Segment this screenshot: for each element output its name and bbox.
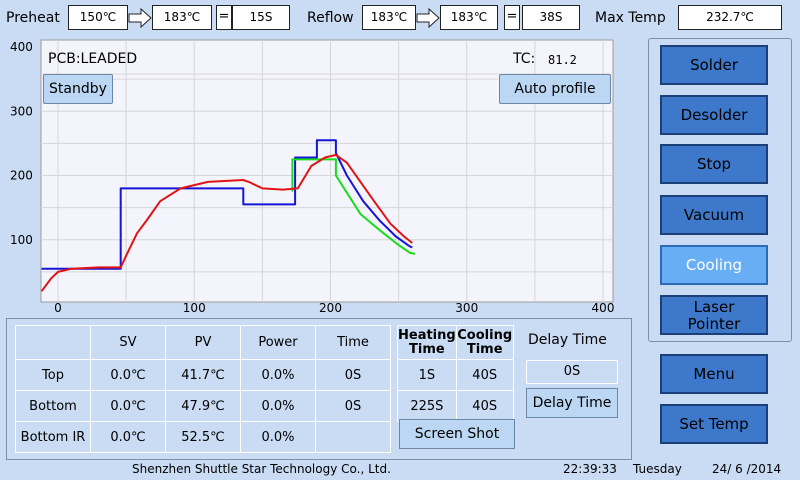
y-tick-label: 300 <box>10 104 33 118</box>
y-tick-label: 400 <box>10 40 33 54</box>
y-tick-label: 200 <box>10 169 33 183</box>
top-cooling-time: 40S <box>455 359 514 391</box>
laser-pointer-label-line1: Laser <box>693 298 735 316</box>
vacuum-button[interactable]: Vacuum <box>660 195 768 235</box>
stop-button[interactable]: Stop <box>660 144 768 184</box>
arrow-right-icon <box>128 7 152 29</box>
reflow-end-temp: 183℃ <box>440 5 498 30</box>
reflow-time: 38S <box>522 5 580 30</box>
x-tick-label: 300 <box>455 301 478 315</box>
footer-bar: Shenzhen Shuttle Star Technology Co., Lt… <box>0 458 800 480</box>
bottom-heating-time: 225S <box>397 390 457 422</box>
cooling-header-line2: Time <box>466 341 503 357</box>
delay-time-button[interactable]: Delay Time <box>526 388 618 418</box>
delay-time-value: 0S <box>526 360 618 384</box>
column-header-pv: PV <box>165 325 241 360</box>
blue-temperature-line <box>41 139 413 270</box>
temperature-chart: 100 200 300 400 0 100 200 300 400 PCB:LEADED TC:… <box>0 38 640 316</box>
red-temperature-line <box>40 153 413 292</box>
arrow-right-icon <box>416 7 440 29</box>
table-row: Bottom 0.0℃ 47.9℃ 0.0% 0S <box>15 390 391 422</box>
x-tick-label: 400 <box>592 301 615 315</box>
column-header-time: Time <box>315 325 391 360</box>
heating-time-header: Heating Time <box>397 325 457 360</box>
top-heating-time: 1S <box>397 359 457 391</box>
table-row: Top 0.0℃ 41.7℃ 0.0% 0S <box>15 359 391 391</box>
y-tick-label: 100 <box>10 233 33 247</box>
x-tick-label: 100 <box>183 301 206 315</box>
x-tick-label: 200 <box>319 301 342 315</box>
standby-button[interactable]: Standby <box>43 74 113 104</box>
cooling-header-line1: Cooling <box>457 327 513 343</box>
row-label-bottom-ir: Bottom IR <box>15 421 91 453</box>
weekday: Tuesday <box>633 462 682 476</box>
bottom-ir-sv: 0.0℃ <box>90 421 166 453</box>
set-temp-button[interactable]: Set Temp <box>660 404 768 444</box>
table-row: 1S 40S <box>397 359 514 391</box>
bottom-pv: 47.9℃ <box>165 390 241 422</box>
bottom-time: 0S <box>315 390 391 422</box>
column-header-power: Power <box>240 325 316 360</box>
date: 24/ 6 /2014 <box>712 462 782 476</box>
tc-label: TC: <box>513 51 536 67</box>
table-row: Bottom IR 0.0℃ 52.5℃ 0.0% <box>15 421 391 453</box>
auto-profile-button[interactable]: Auto profile <box>499 74 611 104</box>
table-corner <box>15 325 91 360</box>
menu-button[interactable]: Menu <box>660 354 768 394</box>
equals-sign: = <box>504 5 520 30</box>
laser-pointer-label-line2: Pointer <box>687 315 741 333</box>
preheat-label: Preheat <box>6 10 60 26</box>
top-time: 0S <box>315 359 391 391</box>
bottom-cooling-time: 40S <box>455 390 514 422</box>
top-pv: 41.7℃ <box>165 359 241 391</box>
solder-button[interactable]: Solder <box>660 45 768 85</box>
bottom-sv: 0.0℃ <box>90 390 166 422</box>
delay-time-label: Delay Time <box>528 332 607 348</box>
green-temperature-line <box>291 158 416 255</box>
heater-table: SV PV Power Time Top 0.0℃ 41.7℃ 0.0% 0S … <box>15 325 391 453</box>
laser-pointer-button[interactable]: Laser Pointer <box>660 295 768 335</box>
x-tick-label: 0 <box>54 301 62 315</box>
column-header-sv: SV <box>90 325 166 360</box>
top-status-bar: Preheat 150℃ 183℃ = 15S Reflow 183℃ 183℃… <box>0 0 800 38</box>
equals-sign: = <box>216 5 232 30</box>
preheat-end-temp: 183℃ <box>152 5 212 30</box>
max-temp-label: Max Temp <box>595 10 666 26</box>
bottom-ir-time <box>315 421 391 453</box>
screen-shot-button[interactable]: Screen Shot <box>399 419 515 449</box>
control-button-panel: Solder Desolder Stop Vacuum Cooling Lase… <box>648 38 792 342</box>
bottom-power: 0.0% <box>240 390 316 422</box>
desolder-button[interactable]: Desolder <box>660 95 768 135</box>
company-name: Shenzhen Shuttle Star Technology Co., Lt… <box>132 462 391 476</box>
table-row: 225S 40S <box>397 390 514 422</box>
heating-header-line2: Time <box>409 341 445 357</box>
tc-value: 81.2 <box>548 53 577 67</box>
heating-header-line1: Heating <box>398 327 456 343</box>
pcb-type-label: PCB:LEADED <box>48 51 138 67</box>
reflow-label: Reflow <box>307 10 354 26</box>
heating-cooling-table: Heating Time Cooling Time 1S 40S 225S 40… <box>397 325 514 422</box>
preheat-time: 15S <box>232 5 290 30</box>
reflow-start-temp: 183℃ <box>362 5 416 30</box>
heater-status-panel: SV PV Power Time Top 0.0℃ 41.7℃ 0.0% 0S … <box>6 318 632 460</box>
row-label-bottom: Bottom <box>15 390 91 422</box>
top-sv: 0.0℃ <box>90 359 166 391</box>
clock-time: 22:39:33 <box>563 462 617 476</box>
bottom-ir-pv: 52.5℃ <box>165 421 241 453</box>
row-label-top: Top <box>15 359 91 391</box>
bottom-ir-power: 0.0% <box>240 421 316 453</box>
preheat-start-temp: 150℃ <box>68 5 128 30</box>
top-power: 0.0% <box>240 359 316 391</box>
max-temp-value: 232.7℃ <box>678 5 782 30</box>
cooling-button[interactable]: Cooling <box>660 245 768 285</box>
cooling-time-header: Cooling Time <box>455 325 514 360</box>
